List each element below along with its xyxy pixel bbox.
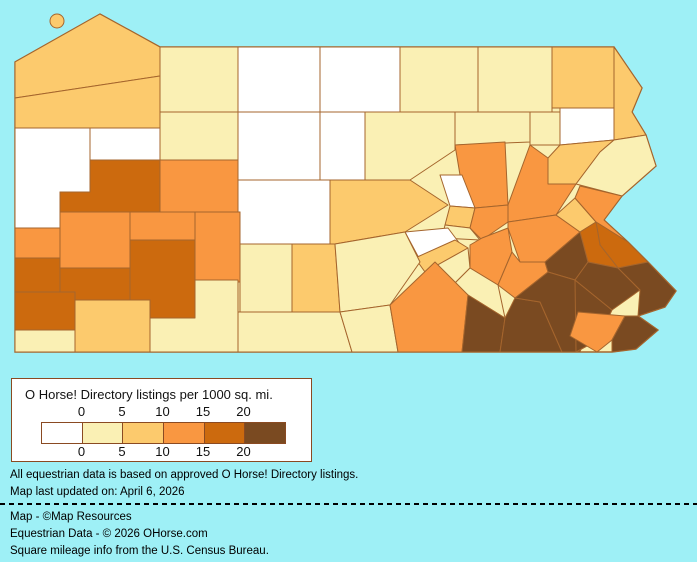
dashed-separator (0, 503, 697, 505)
county-lycoming (454, 111, 531, 146)
county-butler (59, 211, 131, 269)
credit-equestrian-data: Equestrian Data - © 2026 OHorse.com (10, 528, 208, 540)
county-sullivan (529, 111, 561, 146)
county-delaware (569, 311, 626, 353)
county-blair (291, 243, 341, 313)
legend-swatch-orange (163, 423, 204, 443)
county-bradford (477, 46, 553, 113)
county-armstrong (129, 211, 196, 241)
pa-county-map (14, 13, 677, 353)
county-jefferson (159, 159, 239, 213)
legend-ticks-bottom: 0 5 10 15 20 (12, 444, 311, 459)
presque-isle-peninsula (49, 13, 65, 29)
footnote-last-updated: Map last updated on: April 6, 2026 (10, 486, 185, 498)
legend-tick-label: 10 (155, 404, 170, 419)
legend-swatch-white (42, 423, 82, 443)
credit-square-mileage: Square mileage info from the U.S. Census… (10, 545, 269, 557)
legend-tick-label: 0 (77, 444, 86, 459)
legend-ramp (41, 422, 286, 444)
county-potter (319, 46, 401, 113)
county-cambria (239, 243, 293, 313)
county-washington (14, 291, 76, 331)
county-venango (89, 127, 161, 161)
footnote-data-source: All equestrian data is based on approved… (10, 469, 359, 481)
county-indiana (194, 211, 241, 283)
county-somerset (149, 279, 239, 353)
county-wyoming (559, 107, 615, 146)
legend-tick-label: 15 (195, 444, 211, 459)
county-philadelphia (611, 315, 659, 353)
legend-swatch-pale (81, 423, 123, 443)
county-clearfield (237, 179, 331, 245)
county-bucks (617, 261, 677, 317)
legend-ticks-top: 0 5 10 15 20 (12, 404, 311, 419)
county-fayette (74, 299, 151, 353)
county-warren (159, 46, 239, 113)
county-huntingdon (334, 231, 421, 313)
county-clinton (364, 111, 456, 181)
legend-title: O Horse! Directory listings per 1000 sq.… (25, 387, 273, 402)
legend-tick-label: 20 (236, 404, 251, 419)
legend-tick-label: 10 (155, 444, 170, 459)
legend-swatch-brown (244, 423, 286, 443)
credit-map: Map - ©Map Resources (10, 511, 132, 523)
legend-tick-label: 5 (118, 444, 126, 459)
county-susquehanna (551, 46, 615, 109)
legend-tick-label: 20 (236, 444, 251, 459)
county-beaver (14, 257, 61, 293)
county-forest (159, 111, 239, 161)
legend-tick-label: 5 (118, 404, 126, 419)
legend-swatch-light_orange (122, 423, 164, 443)
county-lawrence (14, 227, 61, 259)
legend-box: O Horse! Directory listings per 1000 sq.… (11, 378, 312, 462)
legend-tick-label: 0 (77, 404, 86, 419)
county-bedford (237, 311, 353, 353)
county-tioga (399, 46, 479, 113)
county-elk (237, 111, 321, 181)
legend-tick-label: 15 (195, 404, 211, 419)
county-cameron (319, 111, 366, 181)
county-luzerne (507, 144, 577, 223)
county-northumberland (469, 204, 509, 241)
legend-swatch-dark_orange (203, 423, 245, 443)
county-mckean (237, 46, 321, 113)
county-greene (14, 329, 76, 353)
